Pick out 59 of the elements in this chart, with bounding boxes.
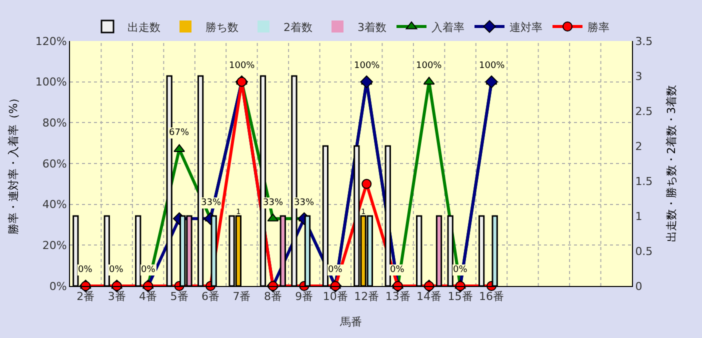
x-tick-label: 10番: [322, 290, 348, 304]
y2-tick-label: 2.5: [635, 104, 653, 118]
point: [362, 178, 372, 189]
point: [423, 76, 435, 85]
x-tick-label: 3番: [108, 290, 126, 304]
data-label: 100%: [416, 61, 442, 71]
y2-tick-label: 2: [635, 140, 642, 153]
data-label: 33%: [263, 198, 284, 208]
data-label: 0%: [141, 265, 156, 275]
y-axis-title: 勝率・連対率・入着率（%）: [6, 92, 20, 235]
x-tick-label: 9番: [295, 290, 314, 304]
point: [485, 75, 498, 88]
legend-label: 勝ち数: [206, 20, 238, 34]
y2-axis-title: 出走数・勝ち数・2着数・3着数: [664, 85, 678, 242]
data-label: 1: [236, 206, 241, 216]
y-tick-label: 20%: [42, 239, 67, 252]
x-axis-title: 馬番: [339, 315, 362, 328]
point: [360, 75, 373, 88]
legend-label: 3着数: [358, 20, 386, 34]
data-label: 0%: [453, 265, 468, 275]
data-label: 0%: [390, 265, 405, 275]
data-label: 1: [360, 206, 366, 216]
y-tick-label: 100%: [35, 76, 67, 89]
data-label: 33%: [294, 198, 314, 208]
x-tick-label: 16番: [479, 290, 504, 304]
y-tick-label: 0%: [49, 280, 67, 293]
y2-tick-label: 1: [635, 210, 642, 223]
x-tick-label: 5番: [170, 290, 188, 304]
x-tick-label: 15番: [448, 290, 473, 304]
y2-tick-label: 1.5: [635, 174, 653, 188]
legend-label: 出走数: [128, 20, 160, 34]
x-tick-label: 12番: [354, 290, 380, 304]
x-tick-label: 8番: [264, 290, 282, 304]
data-label: 100%: [229, 61, 256, 71]
x-tick-label: 4番: [139, 290, 158, 304]
y-tick-label: 80%: [42, 116, 67, 130]
y-tick-label: 120%: [35, 34, 67, 48]
y2-tick-label: 3.5: [635, 34, 653, 48]
x-tick-label: 6番: [202, 290, 220, 304]
data-label: 0%: [109, 265, 124, 275]
data-label: 67%: [169, 128, 190, 138]
legend-label: 勝率: [588, 20, 610, 34]
legend-label: 2着数: [284, 20, 312, 34]
x-tick-label: 7番: [232, 290, 251, 304]
legend-label: 入着率: [432, 20, 464, 34]
y-tick-label: 60%: [42, 157, 67, 170]
x-tick-label: 14番: [416, 290, 442, 304]
x-tick-label: 2番: [76, 290, 95, 304]
data-label: 100%: [479, 61, 506, 71]
legend-label: 連対率: [510, 20, 542, 34]
y2-tick-label: 0.5: [635, 244, 653, 258]
y-tick-label: 40%: [42, 198, 67, 212]
y2-tick-label: 0: [635, 280, 642, 293]
data-label: 33%: [201, 198, 222, 208]
data-label: 0%: [78, 265, 93, 275]
y2-tick-label: 3: [635, 70, 642, 83]
data-label: 100%: [354, 61, 380, 71]
data-label: 0%: [328, 265, 343, 275]
x-tick-label: 13番: [385, 290, 410, 304]
